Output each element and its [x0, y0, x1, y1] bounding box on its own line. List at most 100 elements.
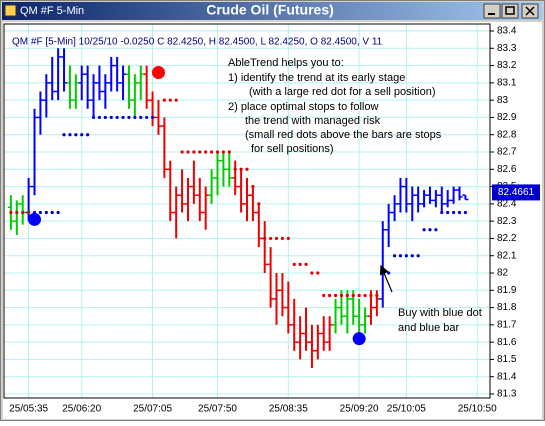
- stop-dot: [446, 210, 450, 215]
- stop-dot: [333, 293, 338, 298]
- stop-dot: [451, 210, 456, 215]
- y-tick-label: 83.2: [497, 60, 517, 71]
- stop-dot: [428, 228, 432, 232]
- stop-dot: [280, 236, 285, 241]
- window-name: QM #F 5-Min: [20, 5, 84, 17]
- y-tick-label: 82.2: [497, 233, 517, 244]
- y-tick-label: 83.4: [497, 26, 517, 37]
- y-tick-label: 82: [497, 268, 509, 279]
- y-tick-label: 81.8: [497, 302, 517, 313]
- x-tick-label: 25/10:50: [458, 404, 497, 415]
- stop-dot: [251, 184, 255, 189]
- maximize-icon: [505, 6, 515, 15]
- stop-dot: [387, 271, 391, 275]
- stop-dot: [457, 210, 462, 215]
- stop-dot: [56, 210, 60, 215]
- annotation-line: for sell positions): [251, 143, 334, 155]
- stop-dot: [127, 115, 131, 120]
- y-tick-label: 81.9: [497, 285, 517, 296]
- stop-dot: [133, 115, 137, 120]
- stop-dot: [198, 150, 202, 154]
- annotation-line: 1) identify the trend at its early stage: [228, 72, 405, 84]
- y-tick-label: 81.7: [497, 319, 517, 330]
- y-tick-label: 82.9: [497, 112, 517, 123]
- title-bar: [2, 2, 543, 20]
- stop-dot: [168, 98, 172, 102]
- stop-dot: [209, 150, 214, 154]
- info-line: QM #F [5-Min] 10/25/10 -0.0250 C 82.4250…: [12, 37, 383, 48]
- y-tick-label: 82.1: [497, 250, 517, 261]
- stop-dot: [97, 115, 102, 120]
- stop-dot: [227, 150, 231, 154]
- x-tick-label: 25/07:50: [198, 404, 237, 415]
- stop-dot: [286, 236, 290, 241]
- stop-dot: [121, 115, 125, 120]
- callout: Buy with blue dot and blue bar: [379, 264, 482, 334]
- stop-dot: [80, 133, 84, 137]
- y-tick-label: 82.3: [497, 216, 517, 227]
- stop-dot: [21, 210, 25, 215]
- stop-dot: [263, 236, 267, 241]
- stop-dot: [38, 210, 43, 215]
- stop-dot: [245, 167, 249, 171]
- marks: [7, 48, 469, 369]
- callout-arrow: [379, 264, 393, 293]
- signal-dot: [151, 65, 165, 79]
- stop-dot: [357, 293, 361, 298]
- stop-dot: [162, 98, 166, 102]
- stop-dot: [139, 115, 143, 120]
- x-tick-label: 25/08:35: [269, 404, 308, 415]
- stop-dot: [15, 210, 19, 215]
- y-tick-label: 82.7: [497, 147, 517, 158]
- stop-dot: [68, 133, 72, 137]
- stop-dot: [174, 98, 178, 102]
- stop-dot: [274, 236, 279, 241]
- stop-dot: [115, 115, 119, 120]
- annotation: AbleTrend helps you to: 1) identify the …: [228, 57, 442, 155]
- stop-dot: [410, 254, 414, 258]
- y-tick-label: 81.6: [497, 337, 517, 348]
- stop-dot: [103, 115, 107, 120]
- y-tick-label: 83: [497, 95, 509, 106]
- minimize-button[interactable]: [483, 3, 501, 19]
- y-tick-label: 81.4: [497, 371, 517, 382]
- stop-dot: [404, 254, 408, 258]
- callout-line: and blue bar: [398, 322, 459, 334]
- annotation-line: 2) place optimal stops to follow: [228, 101, 378, 113]
- stop-dot: [369, 293, 373, 298]
- stop-dot: [363, 293, 367, 298]
- x-tick-label: 25/07:05: [133, 404, 172, 415]
- stop-dot: [44, 210, 48, 215]
- stop-dot: [27, 210, 31, 215]
- stop-dot: [91, 115, 96, 120]
- stop-dot: [339, 293, 344, 298]
- close-icon: [525, 6, 535, 16]
- stop-dot: [221, 150, 225, 154]
- stop-dot: [422, 228, 426, 232]
- maximize-button[interactable]: [501, 3, 519, 19]
- stop-dot: [298, 262, 302, 266]
- stop-dot: [392, 254, 397, 258]
- stop-dot: [304, 262, 308, 266]
- stop-dot: [345, 293, 349, 298]
- last-price-box: [492, 184, 540, 201]
- stop-dot: [9, 210, 13, 215]
- chart-title: Crude Oil (Futures): [206, 2, 334, 18]
- y-tick-label: 82.4: [497, 198, 517, 209]
- signal-dot: [352, 332, 366, 346]
- x-tick-label: 25/09:20: [340, 404, 379, 415]
- stop-dot: [292, 262, 296, 266]
- signal-dot: [28, 212, 42, 226]
- stop-dot: [351, 293, 355, 298]
- y-tick-label: 82.6: [497, 164, 517, 175]
- stop-dot: [186, 150, 190, 154]
- stop-dot: [416, 254, 420, 258]
- plot-frame: [3, 23, 491, 399]
- x-tick-label: 25/06:20: [62, 404, 101, 415]
- annotation-line: (with a large red dot for a sell positio…: [249, 86, 435, 98]
- stop-dot: [316, 271, 320, 275]
- stop-dot: [440, 210, 444, 215]
- stop-dot: [74, 133, 78, 137]
- stop-dot: [398, 254, 403, 258]
